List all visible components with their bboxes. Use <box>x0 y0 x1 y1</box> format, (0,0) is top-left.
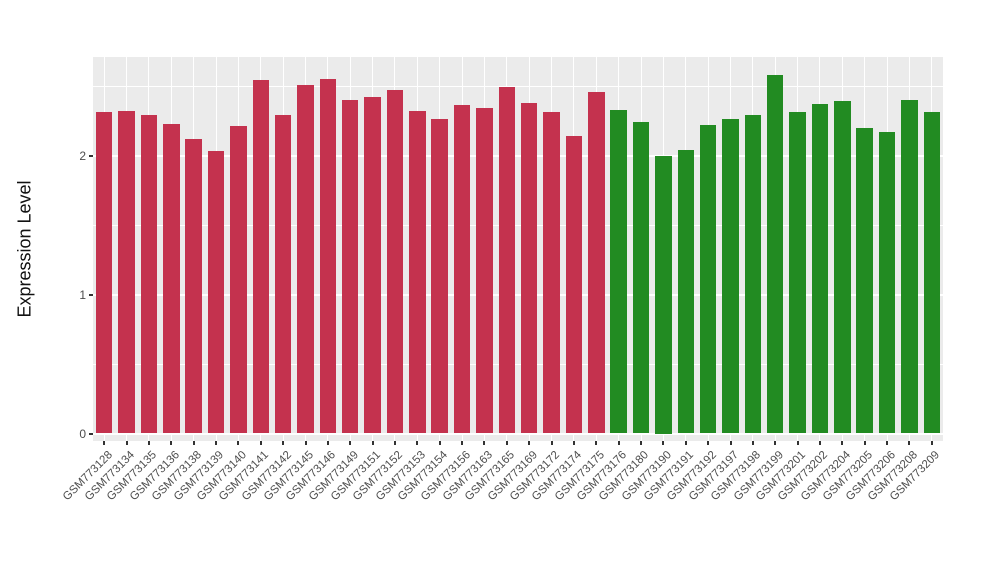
bar-GSM773209 <box>923 112 941 434</box>
x-axis-tick <box>170 441 173 445</box>
y-axis-tick <box>89 293 93 296</box>
bar-GSM773205 <box>856 127 873 434</box>
minor-gridline <box>93 85 943 87</box>
bar-GSM773145 <box>297 84 314 434</box>
bar-GSM773204 <box>834 101 851 434</box>
x-axis-tick <box>863 441 866 445</box>
x-axis-tick <box>259 441 262 445</box>
major-gridline <box>93 293 943 296</box>
bar-GSM773154 <box>431 119 448 434</box>
bar-GSM773141 <box>252 80 269 434</box>
bar-GSM773140 <box>230 126 247 434</box>
x-axis-tick <box>438 441 441 445</box>
y-axis-tick <box>89 432 93 435</box>
x-axis-tick <box>505 441 508 445</box>
bar-GSM773169 <box>520 102 538 434</box>
bar-GSM773202 <box>811 104 829 434</box>
x-axis-tick <box>103 441 106 445</box>
minor-gridline <box>93 363 943 365</box>
y-axis-tick-label: 0 <box>79 426 86 441</box>
bar-GSM773197 <box>722 119 739 434</box>
major-gridline <box>93 154 943 157</box>
x-axis-tick <box>282 441 285 445</box>
bar-GSM773190 <box>655 155 672 434</box>
x-axis-tick <box>841 441 844 445</box>
bar-GSM773136 <box>163 123 180 434</box>
y-axis-tick <box>89 154 93 157</box>
x-axis-tick <box>393 441 396 445</box>
bar-GSM773134 <box>118 111 135 434</box>
x-axis-tick <box>617 441 620 445</box>
x-axis-tick <box>684 441 687 445</box>
x-axis-tick <box>416 441 419 445</box>
bar-GSM773153 <box>409 111 426 434</box>
bar-GSM773149 <box>341 99 359 434</box>
bar-GSM773172 <box>543 112 560 434</box>
x-axis-tick <box>751 441 754 445</box>
bar-GSM773152 <box>386 90 404 434</box>
bar-GSM773191 <box>677 149 694 434</box>
x-axis-tick <box>662 441 665 445</box>
bar-GSM773146 <box>319 79 337 434</box>
bar-GSM773206 <box>878 131 896 434</box>
x-axis-tick <box>349 441 352 445</box>
bar-GSM773156 <box>453 105 471 434</box>
y-axis-tick-label: 1 <box>79 287 86 302</box>
x-axis-tick <box>796 441 799 445</box>
x-axis-tick <box>550 441 553 445</box>
bar-GSM773139 <box>207 151 225 434</box>
x-axis-tick <box>707 441 710 445</box>
x-axis-tick <box>595 441 598 445</box>
x-axis-tick <box>215 441 218 445</box>
bar-GSM773165 <box>498 87 516 434</box>
bar-GSM773128 <box>95 112 113 434</box>
bar-GSM773176 <box>610 109 627 434</box>
x-axis-tick <box>774 441 777 445</box>
x-axis-tick <box>729 441 732 445</box>
major-gridline <box>93 432 943 435</box>
x-axis-tick <box>461 441 464 445</box>
bar-GSM773180 <box>632 122 650 434</box>
bar-GSM773135 <box>140 115 158 434</box>
x-axis-tick <box>237 441 240 445</box>
x-axis-tick <box>125 441 128 445</box>
bar-GSM773192 <box>699 124 717 434</box>
x-axis-tick <box>147 441 150 445</box>
x-axis-tick <box>818 441 821 445</box>
bar-GSM773175 <box>588 91 605 434</box>
x-axis-tick <box>930 441 933 445</box>
minor-gridline <box>93 224 943 226</box>
x-axis-tick <box>886 441 889 445</box>
x-axis-tick <box>572 441 575 445</box>
bar-GSM773174 <box>565 136 583 434</box>
y-axis-title: Expression Level <box>14 180 35 318</box>
x-axis-tick <box>528 441 531 445</box>
bar-GSM773151 <box>364 97 381 434</box>
x-axis-tick <box>326 441 329 445</box>
x-axis-tick <box>371 441 374 445</box>
bar-GSM773138 <box>185 138 202 434</box>
y-axis-tick-label: 2 <box>79 148 86 163</box>
bar-GSM773142 <box>274 115 292 434</box>
bar-GSM773201 <box>789 112 806 434</box>
x-axis-tick <box>304 441 307 445</box>
plot-panel <box>93 57 943 441</box>
bar-GSM773163 <box>476 108 493 434</box>
bar-GSM773208 <box>901 99 918 434</box>
x-axis-tick <box>483 441 486 445</box>
x-axis-tick <box>192 441 195 445</box>
x-axis-tick <box>908 441 911 445</box>
x-axis-tick <box>640 441 643 445</box>
bar-GSM773198 <box>744 115 762 434</box>
bar-GSM773199 <box>766 74 784 434</box>
